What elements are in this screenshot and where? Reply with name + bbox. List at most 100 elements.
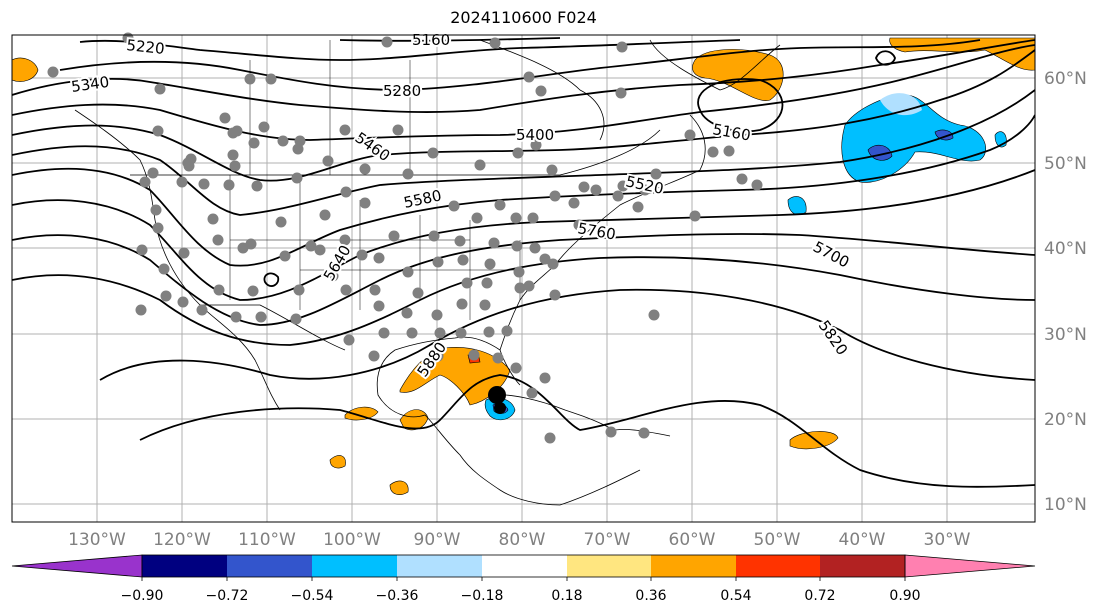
latitude-label: 30°N xyxy=(1044,325,1087,345)
contour-5160-a xyxy=(339,37,561,42)
station-marker xyxy=(279,250,291,262)
station-marker xyxy=(612,190,624,202)
contour-5340 xyxy=(12,39,1035,113)
contour-label: 5280 xyxy=(383,82,421,100)
station-marker xyxy=(150,204,162,216)
station-marker xyxy=(251,180,263,192)
station-marker xyxy=(356,249,368,261)
station-marker xyxy=(265,73,277,85)
station-marker xyxy=(544,432,556,444)
station-marker xyxy=(488,237,500,249)
colorbar-tick-labels: −0.90 −0.72 −0.54 −0.36 −0.18 0.18 0.36 0.54 0.7… xyxy=(121,577,921,604)
station-marker xyxy=(434,327,446,339)
colorbar-segment xyxy=(820,555,905,577)
coast-canada-east xyxy=(554,114,706,266)
station-marker xyxy=(573,219,585,231)
longitude-label: 80°W xyxy=(499,530,546,550)
station-marker xyxy=(402,266,414,278)
station-marker xyxy=(479,299,491,311)
longitude-label: 30°W xyxy=(924,530,971,550)
station-marker xyxy=(231,125,243,137)
station-marker xyxy=(484,258,496,270)
longitude-label: 120°W xyxy=(153,530,211,550)
station-marker xyxy=(650,168,662,180)
station-marker xyxy=(152,125,164,137)
colorbar xyxy=(11,554,1036,578)
station-marker xyxy=(751,179,763,191)
contour-label: 5160 xyxy=(711,120,752,144)
station-marker xyxy=(494,199,506,211)
station-marker xyxy=(527,212,539,224)
station-marker xyxy=(247,285,259,297)
colorbar-tick-label: −0.90 xyxy=(121,588,164,604)
station-marker xyxy=(454,235,466,247)
station-marker xyxy=(339,234,351,246)
border-us-canada xyxy=(130,129,661,176)
station-marker xyxy=(340,284,352,296)
station-marker xyxy=(178,247,190,259)
colorbar-segment xyxy=(312,555,397,577)
station-marker xyxy=(359,163,371,175)
station-marker xyxy=(373,300,385,312)
station-marker xyxy=(412,287,424,299)
height-contours xyxy=(12,37,1035,488)
latitude-label: 40°N xyxy=(1044,239,1087,259)
longitude-label: 70°W xyxy=(584,530,631,550)
station-marker xyxy=(427,147,439,159)
station-marker xyxy=(638,427,650,439)
station-marker xyxy=(431,309,443,321)
station-marker xyxy=(549,190,561,202)
station-marker xyxy=(207,213,219,225)
station-marker xyxy=(314,244,326,256)
contour-5880 xyxy=(139,374,1035,488)
station-marker xyxy=(147,167,159,179)
station-marker xyxy=(684,129,696,141)
station-marker xyxy=(401,307,413,319)
station-marker xyxy=(648,309,660,321)
coastlines xyxy=(74,39,781,506)
station-marker xyxy=(198,178,210,190)
contour-5700 xyxy=(12,233,1035,326)
contour-5640 xyxy=(12,169,1035,301)
contour-5160-b xyxy=(697,78,784,133)
station-marker xyxy=(369,284,381,296)
colorbar-segment xyxy=(736,555,820,577)
station-marker xyxy=(489,37,501,49)
station-marker xyxy=(546,164,558,176)
station-marker xyxy=(539,372,551,384)
storm-center xyxy=(488,386,506,414)
contour-5400 xyxy=(12,44,1035,141)
station-marker xyxy=(605,426,617,438)
station-marker xyxy=(428,230,440,242)
station-marker xyxy=(736,173,748,185)
anomaly-orange-centam2 xyxy=(389,480,409,495)
colorbar-segment xyxy=(397,555,482,577)
station-marker xyxy=(154,83,166,95)
station-marker xyxy=(492,352,504,364)
station-marker xyxy=(523,71,535,83)
longitude-labels: 130°W 120°W 110°W 100°W 90°W 80°W 70°W 60°W 50°W… xyxy=(68,530,971,550)
station-marker xyxy=(456,298,468,310)
station-marker xyxy=(319,209,331,221)
station-marker xyxy=(615,87,627,99)
colorbar-segment xyxy=(651,555,736,577)
station-marker xyxy=(578,181,590,193)
station-marker xyxy=(510,212,522,224)
station-marker xyxy=(372,144,384,156)
station-marker xyxy=(511,240,523,252)
coast-sa xyxy=(559,469,641,506)
station-marker xyxy=(510,362,522,374)
station-marker xyxy=(523,280,535,292)
longitude-label: 60°W xyxy=(669,530,716,550)
anomaly-cyan-small xyxy=(787,196,807,215)
anomaly-blue-atlantic2 xyxy=(934,129,954,141)
colorbar-extend-low xyxy=(11,554,143,578)
station-marker xyxy=(530,139,542,151)
station-marker xyxy=(616,41,628,53)
contour-label: 5400 xyxy=(516,126,554,144)
station-marker xyxy=(291,172,303,184)
latitude-labels: 60°N 50°N 40°N 30°N 20°N 10°N xyxy=(1044,69,1087,515)
longitude-label: 100°W xyxy=(323,530,381,550)
station-marker xyxy=(305,240,317,252)
station-marker xyxy=(568,197,580,209)
